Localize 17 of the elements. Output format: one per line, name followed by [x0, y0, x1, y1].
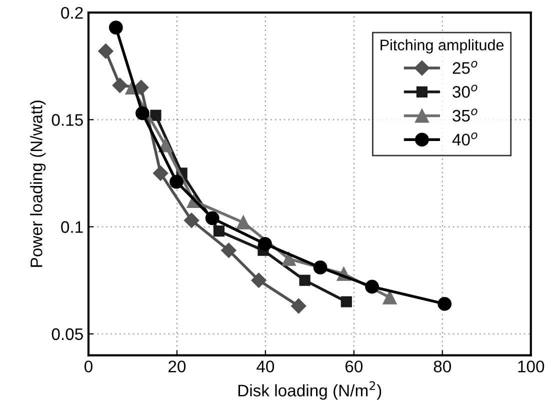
x-axis-title: Disk loading (N/m$^{2}$)	[238, 381, 382, 400]
y-axis-title: Power loading (N/watt)	[30, 100, 46, 267]
x-tick-label: 0	[84, 360, 92, 372]
legend-label: 25$^{o}$	[452, 60, 478, 74]
x-tick-label: 40	[256, 360, 274, 372]
legend-label: 40$^{o}$	[452, 132, 478, 146]
x-tick-label: 100	[518, 360, 544, 372]
legend-label: 30$^{o}$	[452, 84, 478, 98]
legend-label: 35$^{o}$	[452, 108, 478, 122]
x-tick-label: 60	[346, 360, 363, 372]
y-tick-label: 0.05	[52, 328, 83, 340]
y-tick-label: 0.15	[52, 114, 83, 126]
y-tick-label: 0.2	[61, 6, 83, 19]
y-tick-label: 0.1	[61, 221, 83, 233]
legend-title: Pitching amplitude	[380, 39, 504, 54]
x-tick-label: 80	[434, 360, 452, 372]
x-tick-label: 20	[168, 360, 186, 372]
